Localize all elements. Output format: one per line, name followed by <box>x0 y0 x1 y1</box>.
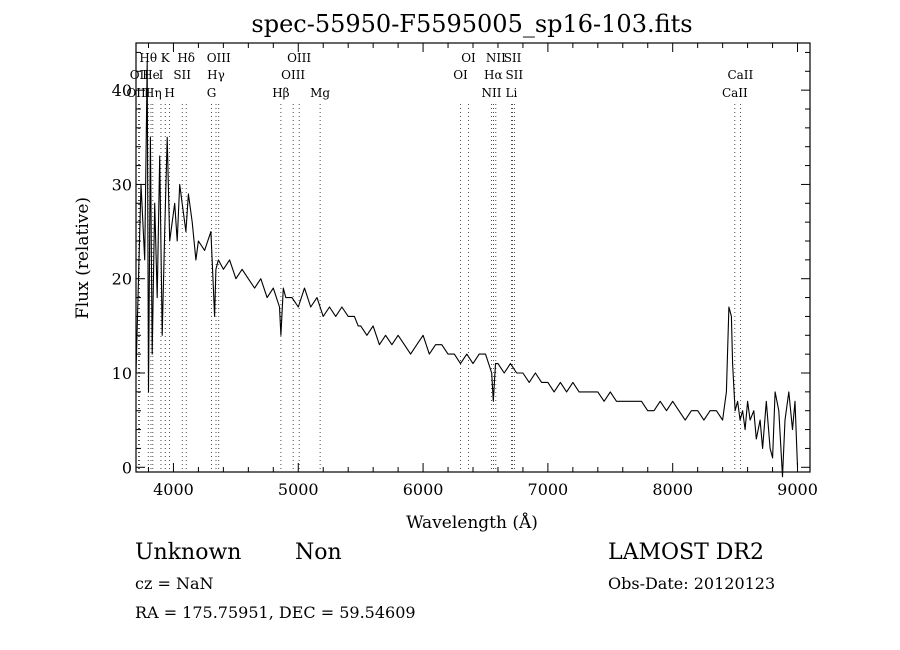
y-tick-label: 0 <box>122 458 132 477</box>
y-tick-label: 10 <box>112 364 132 383</box>
spectral-line-label: OIII <box>207 51 231 65</box>
spectral-line-label: OIII <box>287 51 311 65</box>
y-tick-label: 20 <box>112 270 132 289</box>
spectral-line-label: Mg <box>310 86 330 100</box>
plot-frame <box>135 42 811 473</box>
spectral-line-label: K <box>161 51 171 65</box>
spectral-line-label: SII <box>505 68 523 82</box>
spectral-line-label: NII <box>486 51 506 65</box>
y-axis-label: Flux (relative) <box>73 197 93 319</box>
spectral-line-markers: OII Hθ OIII He Hη K HI SII Hδ OIII Hγ G Hβ OIII OIII Mg… <box>126 51 754 472</box>
y-axis: 0 10 20 30 40 <box>112 51 810 477</box>
spectral-line-label: He <box>142 68 160 82</box>
spectral-line-label: SII <box>173 68 191 82</box>
subclass-label: Non <box>295 540 342 565</box>
spectral-line-label: Hγ <box>207 68 225 82</box>
classification-label: Unknown <box>135 540 241 565</box>
spectrum-series <box>135 61 799 478</box>
spectral-line-label: NII <box>481 86 501 100</box>
x-tick-label: 6000 <box>403 480 444 499</box>
spectral-line-label: CaII <box>722 86 748 100</box>
survey-label: LAMOST DR2 <box>608 540 764 565</box>
x-tick-label: 4000 <box>153 480 194 499</box>
spectral-line-label: Hβ <box>272 86 289 100</box>
spectral-line-label: OIII <box>126 86 150 100</box>
spectral-line-label: OII <box>130 68 150 82</box>
spectral-line-label: I <box>159 68 164 82</box>
spectral-line-label: OIII <box>281 68 305 82</box>
spectral-line-label: OI <box>461 51 476 65</box>
obs-date-label: Obs-Date: 20120123 <box>608 574 775 593</box>
x-tick-label: 9000 <box>777 480 818 499</box>
redshift-label: cz = NaN <box>135 574 214 593</box>
spectral-line-label: OI <box>453 68 468 82</box>
coordinates-label: RA = 175.75951, DEC = 59.54609 <box>135 603 416 622</box>
x-tick-label: 7000 <box>528 480 569 499</box>
y-tick-label: 40 <box>112 81 132 100</box>
spectral-line-label: Hδ <box>177 51 195 65</box>
y-tick-label: 30 <box>112 175 132 194</box>
x-tick-label: 5000 <box>278 480 319 499</box>
x-tick-label: 8000 <box>652 480 693 499</box>
spectrum-line <box>135 61 799 478</box>
spectral-line-label: H <box>164 86 174 100</box>
spectral-line-label: Hθ <box>139 51 157 65</box>
chart-title: spec-55950-F5595005_sp16-103.fits <box>251 10 692 38</box>
x-axis: 4000 5000 6000 7000 8000 9000 <box>147 43 818 499</box>
spectral-line-label: Li <box>506 86 518 100</box>
spectral-line-label: SII <box>504 51 522 65</box>
spectral-line-label: G <box>207 86 217 100</box>
spectral-line-label: Hα <box>484 68 503 82</box>
x-axis-label: Wavelength (Å) <box>406 512 538 533</box>
spectral-line-label: Hη <box>144 86 162 100</box>
spectral-line-label: CaII <box>727 68 753 82</box>
